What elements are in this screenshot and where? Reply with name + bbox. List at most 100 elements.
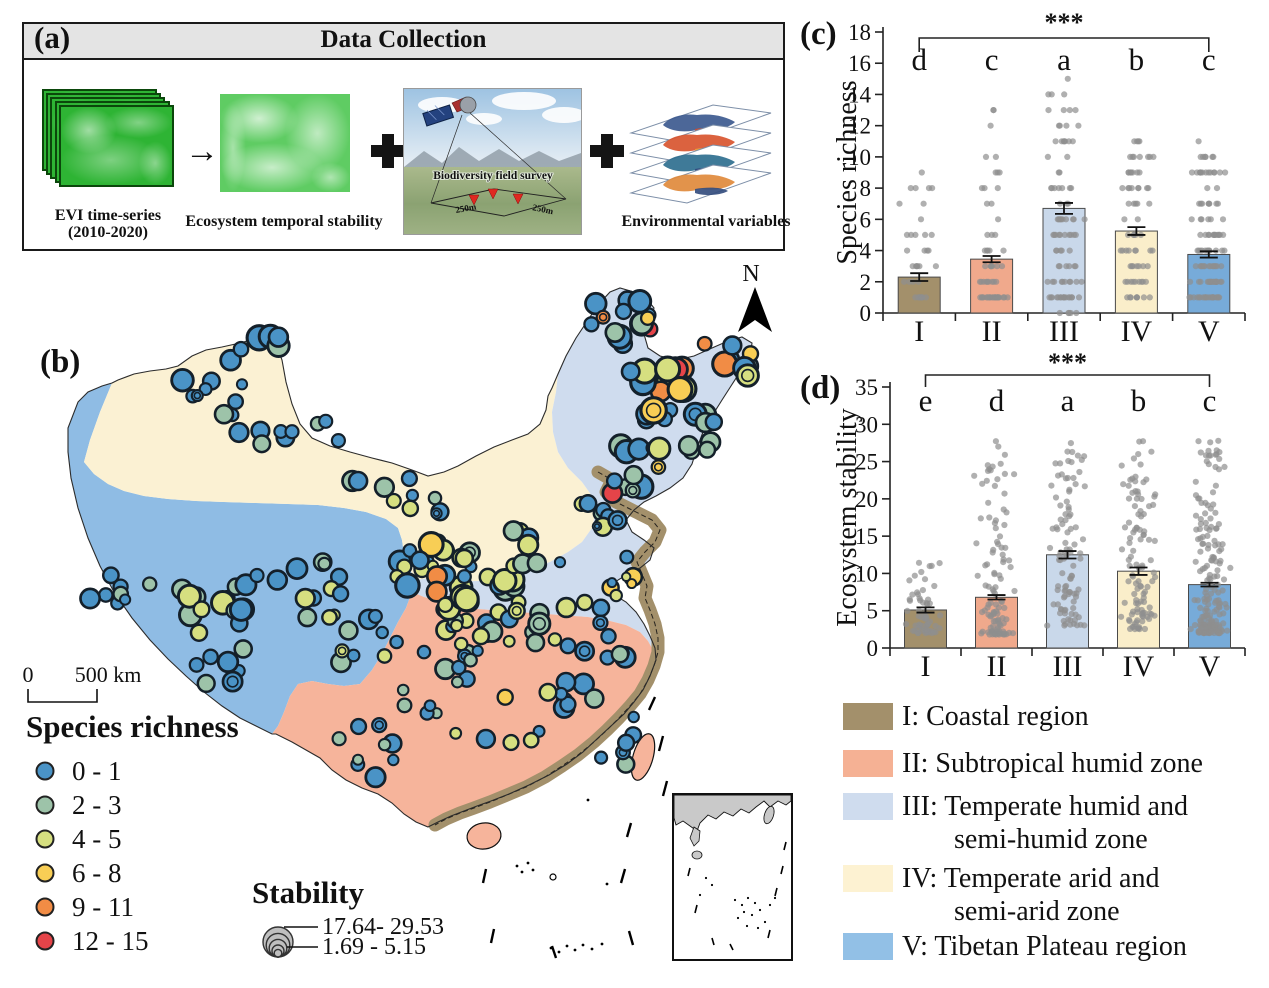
category-label: II <box>987 650 1007 683</box>
legend-label: IV: Temperate arid and <box>902 863 1160 894</box>
significance-letter: d <box>911 42 927 77</box>
nested-size-circles <box>262 926 294 958</box>
legend-item-temperate-arid: IV: Temperate arid and semi-arid zone <box>843 862 1159 928</box>
plot-dimension-left: 250m <box>455 201 478 215</box>
legend-dot-label: 9 - 11 <box>72 892 134 922</box>
stability-image-label: Ecosystem temporal stability <box>185 213 383 230</box>
legend-dot <box>35 761 55 781</box>
legend-dot <box>35 863 55 883</box>
legend-item-subtropical: II: Subtropical humid zone <box>843 747 1203 780</box>
species-richness-legend: Species richness 0 - 1 2 - 3 4 - 5 6 - 8… <box>26 709 239 956</box>
field-survey-photo: Biodiversity field survey 250m 250m <box>403 88 582 235</box>
legend-dot <box>35 795 55 815</box>
significance-stars: *** <box>1045 8 1084 37</box>
svg-text:18: 18 <box>848 20 871 45</box>
survey-plot-outline <box>430 188 567 217</box>
svg-text:8: 8 <box>860 176 872 201</box>
significance-letter: e <box>919 383 933 418</box>
significance-letter: c <box>1202 42 1216 77</box>
panel-c-label: (c) <box>800 16 837 52</box>
environmental-variables-image <box>625 103 775 207</box>
ecosystem-stability-image <box>220 94 350 192</box>
south-china-sea-inset <box>672 793 793 961</box>
scale-zero: 0 <box>23 662 34 687</box>
svg-text:5: 5 <box>867 599 879 624</box>
panel-a-title: Data Collection <box>320 26 487 53</box>
svg-text:25: 25 <box>855 450 878 475</box>
significance-letter: a <box>1061 383 1075 418</box>
legend-label: I: Coastal region <box>902 701 1089 732</box>
satellite-icon <box>422 96 477 127</box>
legend-dot <box>35 931 55 951</box>
sample-point-markers <box>468 188 524 206</box>
svg-text:14: 14 <box>848 82 872 107</box>
significance-letter: c <box>985 42 999 77</box>
legend-label-line2: semi-humid zone <box>954 824 1148 855</box>
survey-line <box>430 114 463 204</box>
legend-item-coastal: I: Coastal region <box>843 700 1089 733</box>
legend-label-line2: semi-arid zone <box>954 896 1120 927</box>
svg-text:Ecosystem stability: Ecosystem stability <box>832 408 863 627</box>
significance-letter: b <box>1131 383 1147 418</box>
stability-min-label: 1.69 - 5.15 <box>322 934 426 960</box>
svg-text:0: 0 <box>867 636 879 661</box>
svg-text:Species richness: Species richness <box>832 80 863 264</box>
legend-item-temperate-humid: III: Temperate humid and semi-humid zone <box>843 790 1188 856</box>
legend-swatch <box>843 933 893 960</box>
svg-text:10: 10 <box>848 145 871 170</box>
category-label: III <box>1049 315 1079 348</box>
arrow-right-icon: → <box>185 132 219 170</box>
legend-swatch <box>843 750 893 777</box>
significance-letter: d <box>989 383 1005 418</box>
svg-text:12: 12 <box>848 114 871 139</box>
clouds <box>418 92 581 125</box>
survey-label: Biodiversity field survey <box>433 170 553 182</box>
evi-years-label: (2010-2020) <box>68 224 148 241</box>
svg-text:35: 35 <box>855 375 878 400</box>
stability-legend-title: Stability <box>252 875 364 910</box>
plus-icon <box>590 134 624 168</box>
panel-data-collection: (a) Data Collection EVI time-series (201… <box>22 20 791 251</box>
svg-text:10: 10 <box>855 561 878 586</box>
svg-text:6: 6 <box>860 207 872 232</box>
richness-legend-title: Species richness <box>26 709 239 744</box>
panel-a-header: (a) Data Collection <box>24 20 783 60</box>
plot-dimension-right: 250m <box>532 202 555 216</box>
country-outline <box>67 287 753 828</box>
legend-swatch <box>843 793 893 820</box>
ecosystem-stability-chart: (d) 0 5 10 15 20 25 30 35 Ecosystem stability Ie I… <box>800 352 1246 683</box>
panel-b-label: (b) <box>40 344 80 380</box>
significance-stars: *** <box>1048 352 1087 377</box>
legend-swatch <box>843 865 893 892</box>
category-label: IV <box>1123 650 1155 683</box>
north-arrow: N <box>738 261 772 332</box>
legend-item-tibetan: V: Tibetan Plateau region <box>843 930 1187 963</box>
bar-III <box>1046 554 1089 649</box>
svg-text:4: 4 <box>860 239 872 264</box>
evi-label: EVI time-series <box>54 207 162 224</box>
env-label: Environmental variables <box>621 213 791 230</box>
legend-swatch <box>843 703 893 730</box>
panel-d-label: (d) <box>800 370 840 406</box>
significance-letter: b <box>1129 42 1145 77</box>
stability-size-legend: Stability 17.64- 29.53 1.69 - 5.15 <box>252 875 444 960</box>
svg-text:0: 0 <box>860 301 872 326</box>
scale-bar: 0 500 km <box>23 662 142 703</box>
evi-layer <box>59 105 174 187</box>
legend-dot-label: 2 - 3 <box>72 790 122 820</box>
category-label: I <box>921 650 931 683</box>
significance-letter: a <box>1057 42 1071 77</box>
svg-text:20: 20 <box>855 487 878 512</box>
legend-label: II: Subtropical humid zone <box>902 748 1203 779</box>
legend-dot-label: 4 - 5 <box>72 824 122 854</box>
scale-label: 500 km <box>75 662 142 687</box>
category-label: V <box>1199 650 1221 683</box>
plus-icon <box>371 134 405 168</box>
legend-label: V: Tibetan Plateau region <box>902 931 1187 962</box>
svg-text:15: 15 <box>855 524 878 549</box>
legend-dot-label: 6 - 8 <box>72 858 122 888</box>
islands-and-sea-marks <box>466 696 669 959</box>
svg-text:2: 2 <box>860 270 872 295</box>
svg-text:30: 30 <box>855 412 878 437</box>
